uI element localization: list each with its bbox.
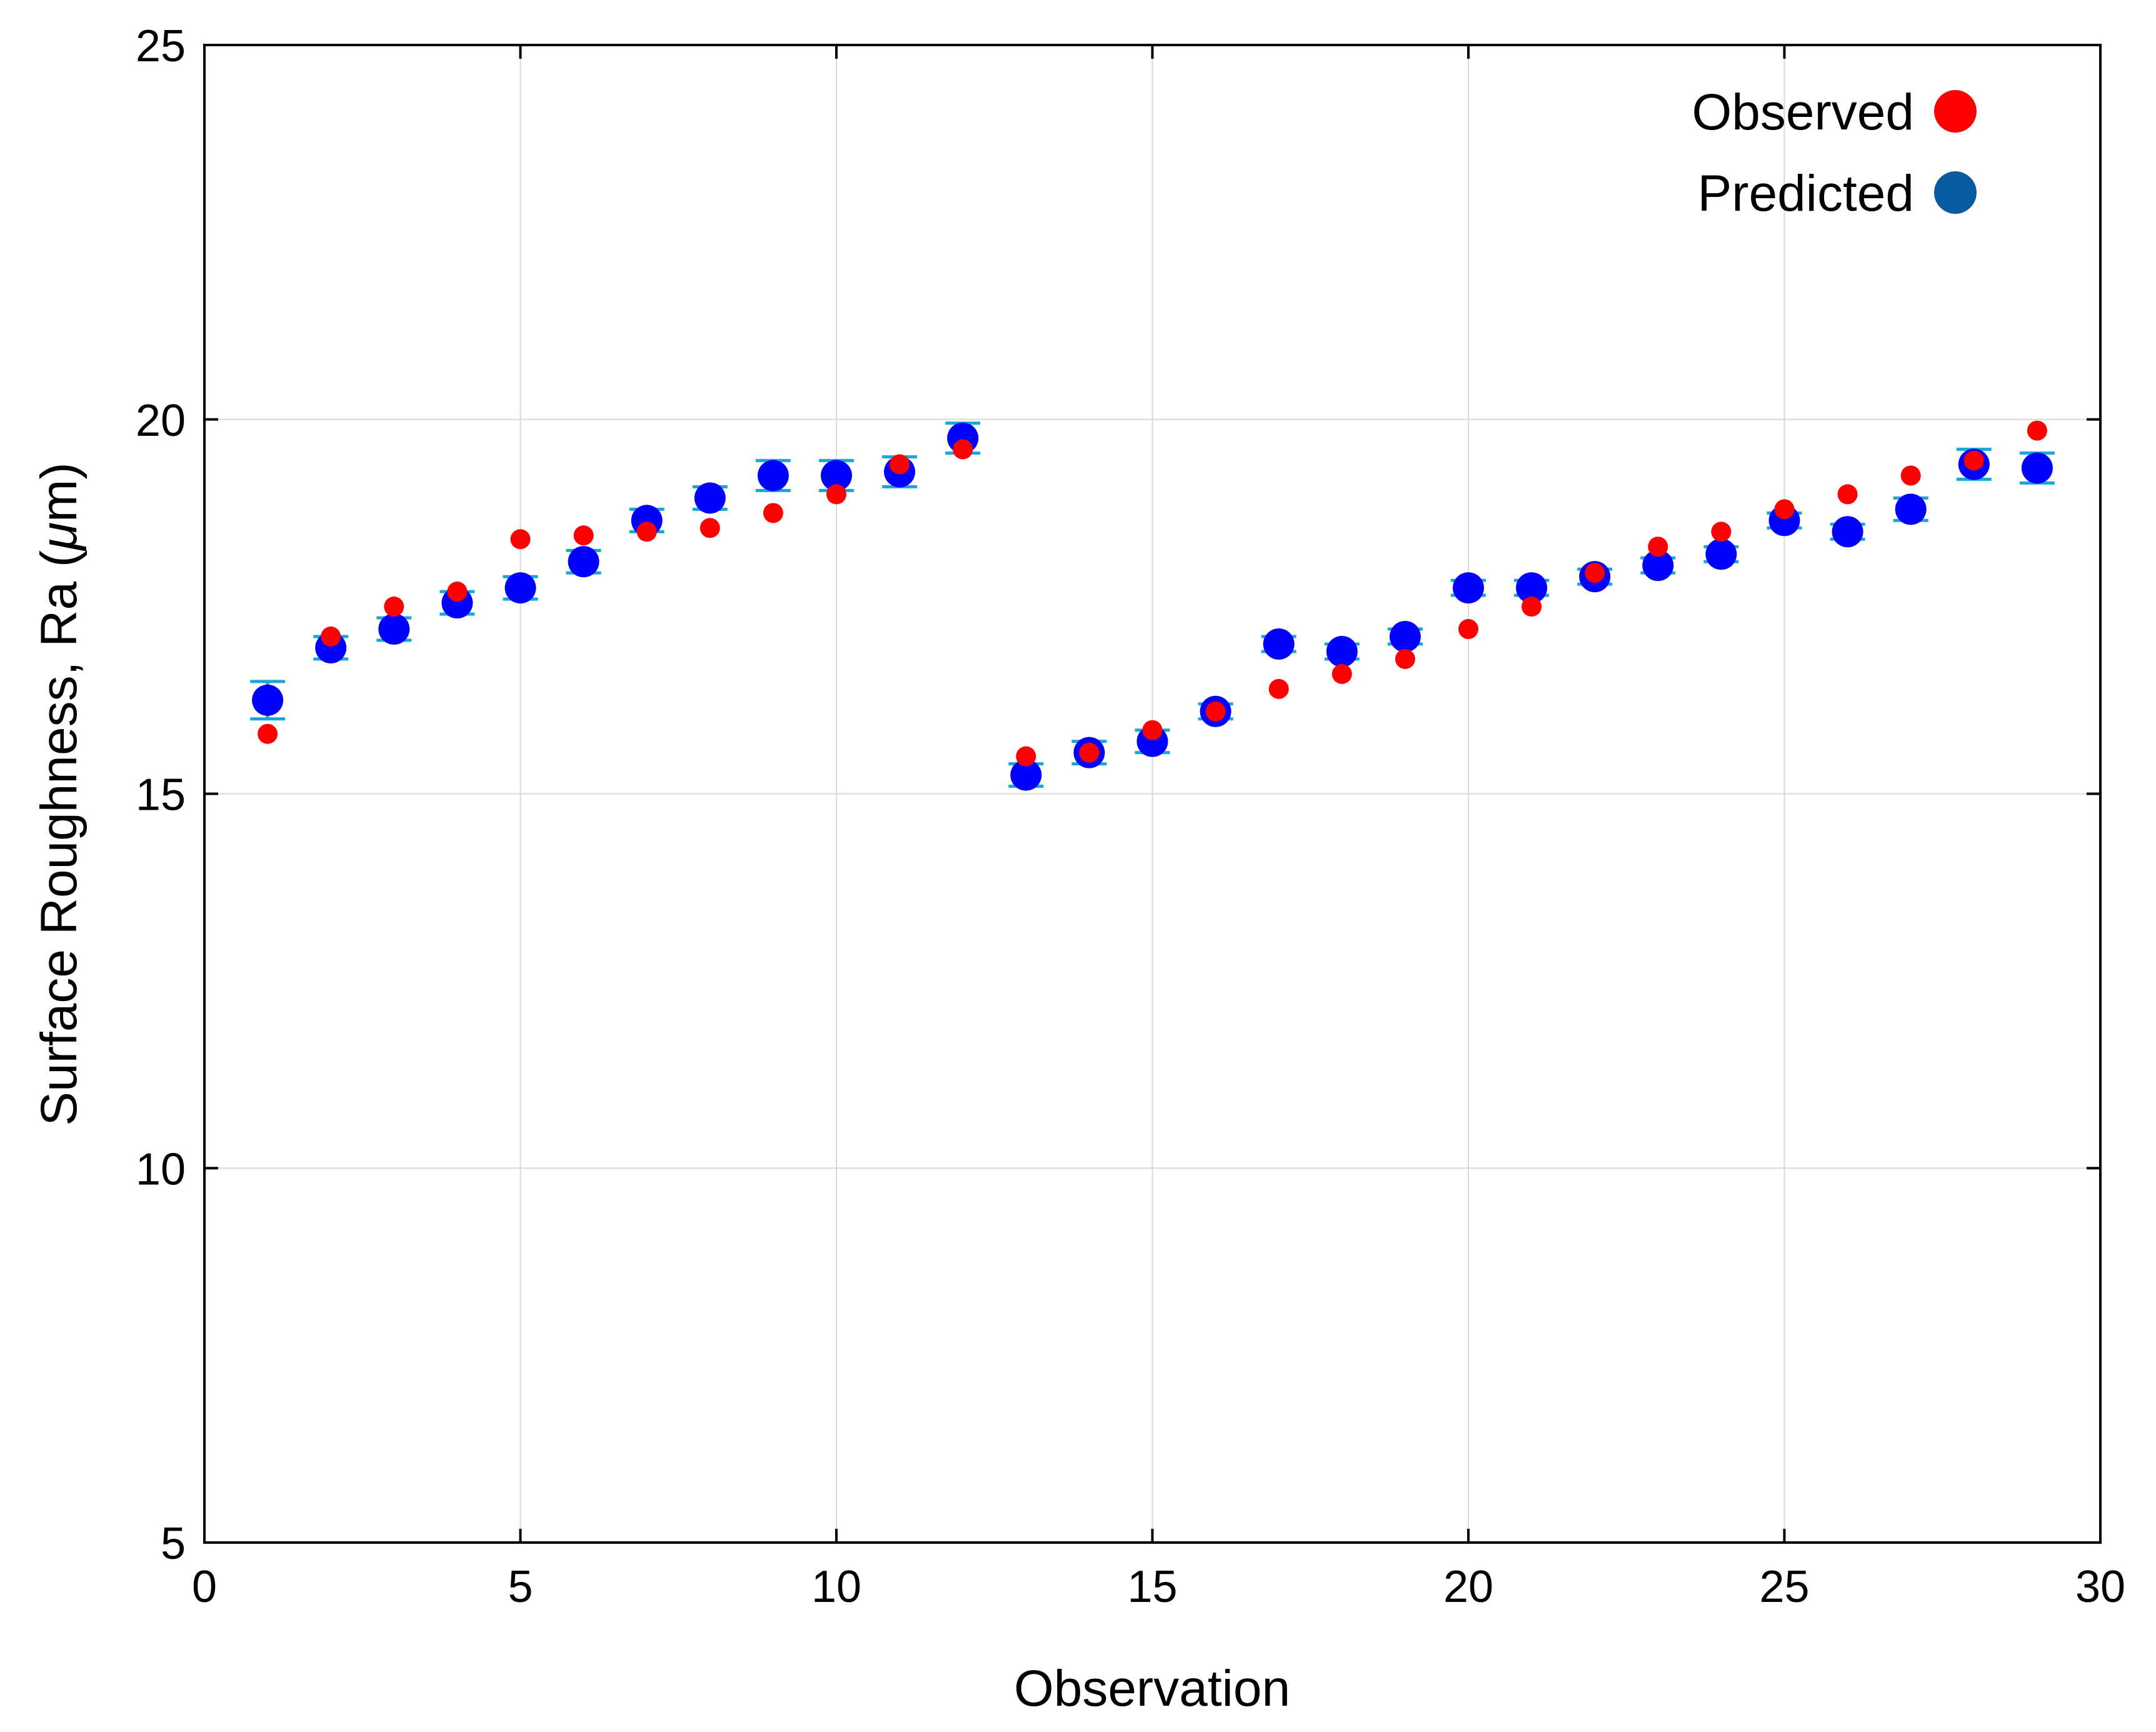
legend-label-predicted: Predicted — [1698, 165, 1914, 222]
predicted-point — [378, 613, 410, 645]
observed-point — [2027, 420, 2047, 441]
x-tick-label: 25 — [1759, 1562, 1809, 1612]
observed-point — [1774, 499, 1795, 520]
observed-point — [826, 484, 846, 505]
predicted-point — [252, 684, 284, 716]
legend-marker-predicted — [1934, 171, 1977, 214]
observed-point — [1900, 465, 1921, 486]
observed-point — [1205, 701, 1226, 722]
observed-point — [1395, 648, 1415, 669]
observed-point — [1458, 619, 1478, 640]
x-tick-label: 10 — [811, 1562, 861, 1612]
observed-point — [1585, 563, 1605, 583]
y-tick-label: 20 — [136, 396, 186, 446]
observed-point — [258, 723, 278, 744]
observed-point — [447, 582, 468, 602]
predicted-point — [1263, 628, 1295, 660]
grid — [204, 45, 2100, 1543]
observed-point — [1963, 450, 1984, 471]
predicted-point — [1516, 572, 1548, 604]
observed-point — [510, 529, 531, 550]
observed-series — [258, 420, 2047, 767]
observed-point — [1648, 536, 1668, 557]
observed-point — [1016, 746, 1036, 767]
observed-point — [890, 454, 910, 475]
predicted-point — [757, 460, 789, 491]
observed-point — [321, 627, 341, 647]
y-axis-title-suffix: m) — [31, 462, 88, 522]
y-tick-label: 15 — [136, 770, 186, 820]
observed-point — [953, 439, 973, 460]
predicted-point — [1705, 538, 1737, 570]
legend-marker-observed — [1934, 90, 1977, 133]
observed-point — [1079, 742, 1100, 763]
observed-point — [636, 521, 657, 542]
x-axis-title: Observation — [1014, 1660, 1290, 1717]
x-tick-label: 15 — [1127, 1562, 1177, 1612]
observed-point — [573, 525, 594, 546]
predicted-point — [2021, 452, 2053, 484]
observed-point — [384, 597, 404, 617]
y-axis-title-prefix: Surface Roughness, Ra ( — [31, 550, 88, 1126]
predicted-point — [1832, 516, 1863, 548]
observed-point — [1268, 678, 1289, 699]
y-axis-title: Surface Roughness, Ra (μm) — [31, 462, 88, 1125]
observed-point — [763, 503, 783, 523]
x-tick-label: 5 — [508, 1562, 533, 1612]
observed-point — [1711, 521, 1732, 542]
observed-point — [1142, 720, 1163, 740]
predicted-point — [1326, 635, 1358, 667]
x-tick-label: 0 — [192, 1562, 217, 1612]
predicted-point — [694, 482, 726, 514]
predicted-point — [821, 460, 852, 491]
x-tick-label: 30 — [2075, 1562, 2125, 1612]
legend: Observed Predicted — [1692, 84, 1977, 222]
y-tick-label: 5 — [161, 1519, 186, 1569]
predicted-point — [1453, 572, 1484, 604]
predicted-point — [568, 546, 599, 578]
y-tick-label: 25 — [136, 21, 186, 71]
predicted-point — [504, 572, 536, 604]
y-tick-label: 10 — [136, 1144, 186, 1194]
observed-point — [1522, 597, 1542, 617]
predicted-point — [1642, 550, 1674, 582]
observed-point — [699, 518, 720, 538]
predicted-point — [1895, 493, 1927, 525]
y-axis-title-mu: μ — [31, 522, 88, 551]
legend-label-observed: Observed — [1692, 84, 1914, 141]
observed-point — [1837, 484, 1858, 505]
predicted-point — [1010, 759, 1042, 791]
predicted-point — [1389, 621, 1421, 653]
x-tick-label: 20 — [1443, 1562, 1493, 1612]
observed-point — [1331, 663, 1352, 684]
